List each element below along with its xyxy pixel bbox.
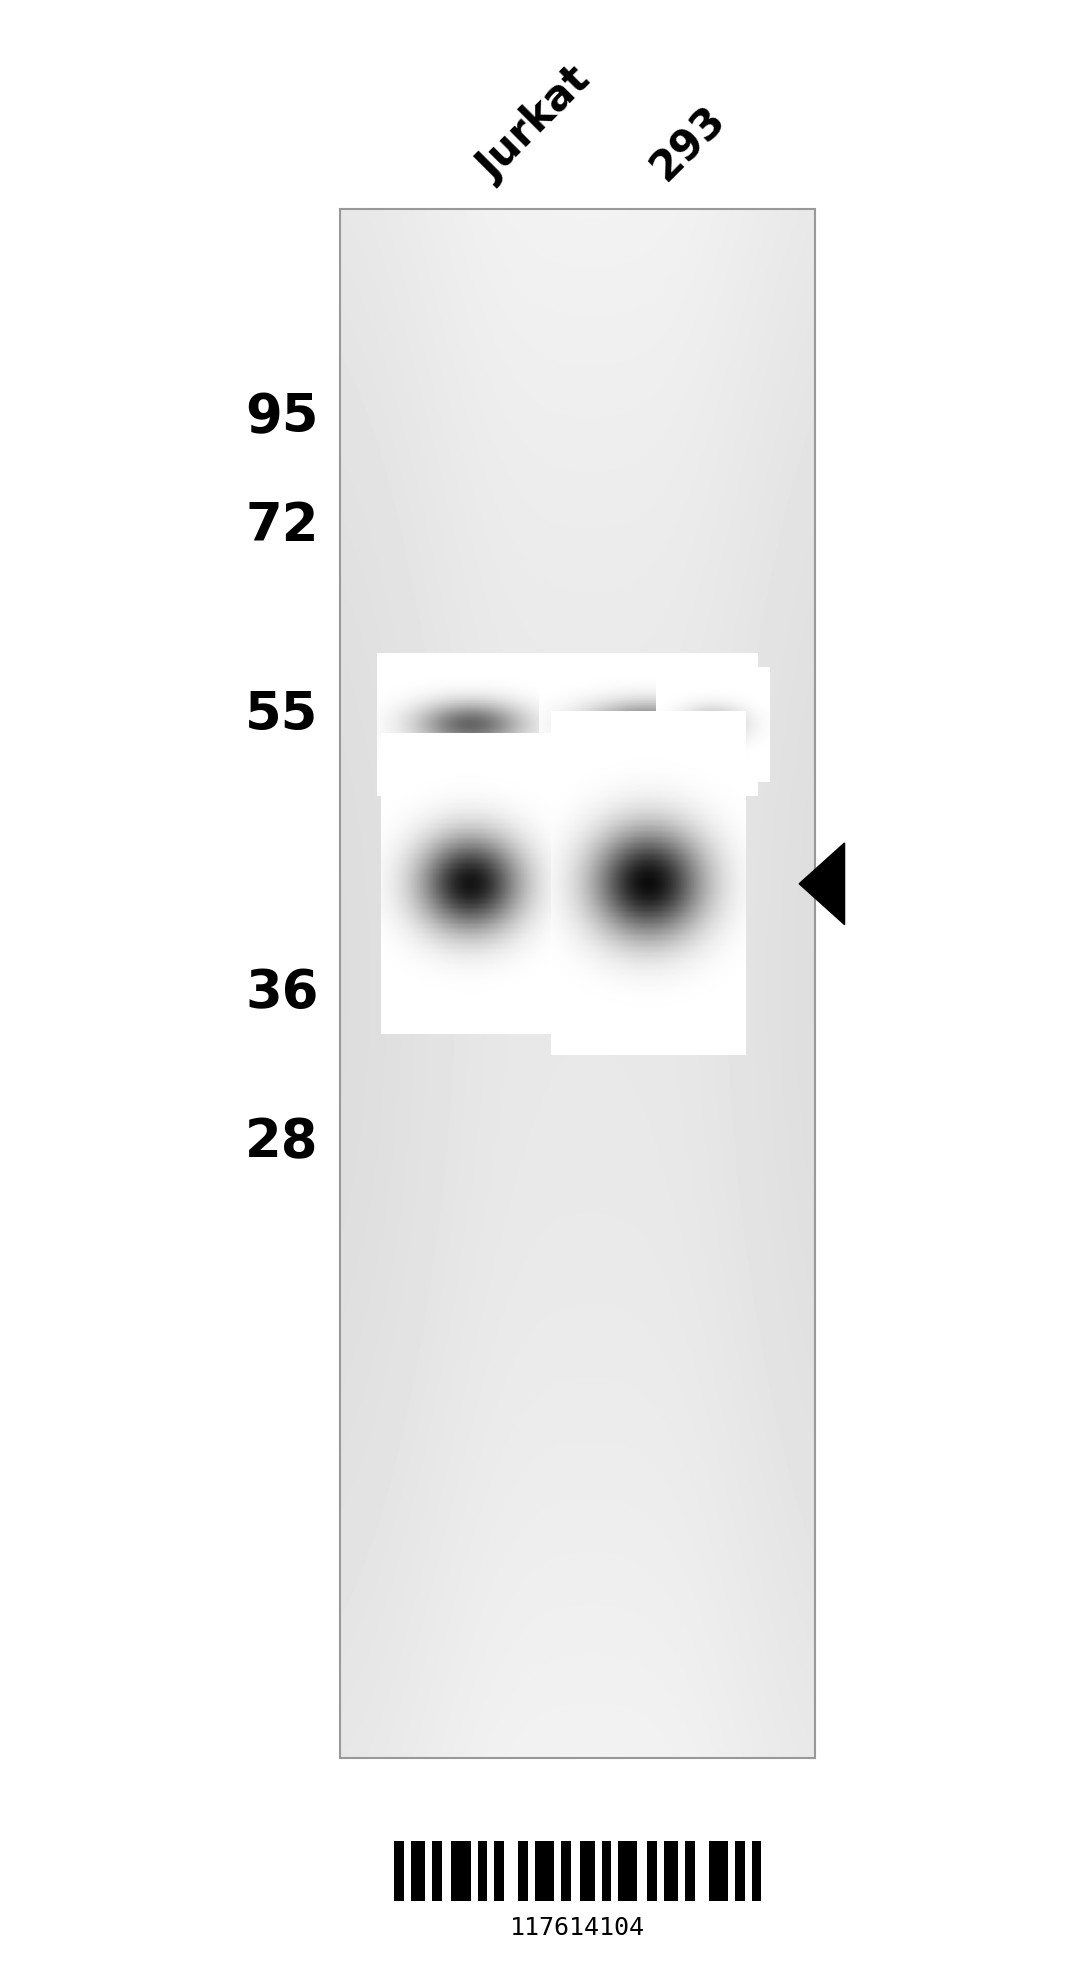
Bar	[394, 1841, 404, 1901]
Text: 95: 95	[245, 391, 319, 443]
Text: 55: 55	[245, 689, 319, 741]
Bar	[685, 1841, 694, 1901]
Text: 117614104: 117614104	[511, 1916, 646, 1940]
Bar	[663, 1841, 678, 1901]
Text: 36: 36	[245, 967, 319, 1019]
Bar	[494, 1841, 503, 1901]
Bar	[340, 209, 815, 1758]
Bar	[432, 1841, 442, 1901]
Bar	[710, 1841, 728, 1901]
Bar	[647, 1841, 657, 1901]
Bar	[735, 1841, 745, 1901]
Text: 28: 28	[245, 1116, 319, 1168]
Bar	[580, 1841, 595, 1901]
Text: Jurkat: Jurkat	[470, 60, 599, 189]
Bar	[410, 1841, 426, 1901]
Text: 293: 293	[643, 97, 733, 189]
Bar	[618, 1841, 637, 1901]
Bar	[477, 1841, 487, 1901]
Text: 72: 72	[245, 500, 319, 552]
Bar	[561, 1841, 570, 1901]
Bar	[518, 1841, 528, 1901]
Bar	[535, 1841, 554, 1901]
Polygon shape	[799, 842, 845, 925]
Bar	[602, 1841, 611, 1901]
Bar	[752, 1841, 761, 1901]
Bar	[451, 1841, 471, 1901]
